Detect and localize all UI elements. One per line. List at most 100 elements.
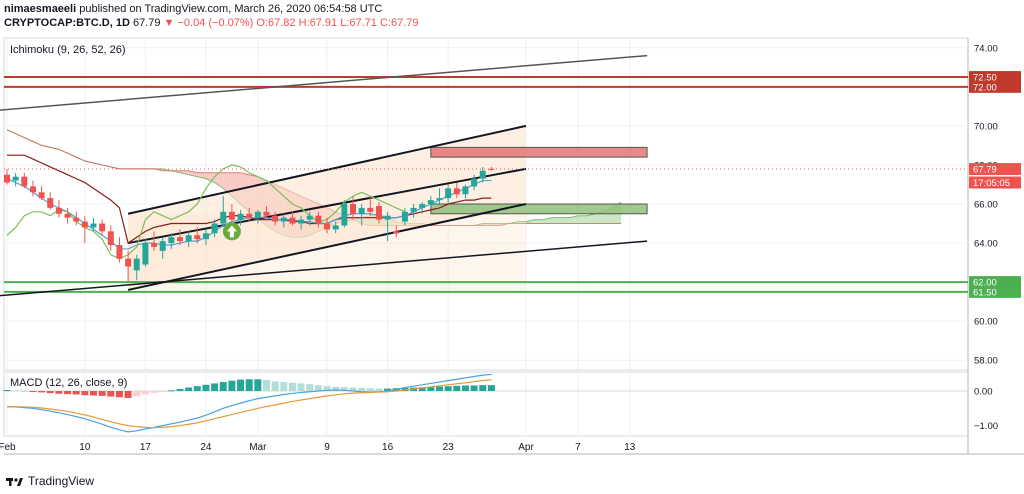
candle-body	[211, 223, 218, 234]
candle-body	[64, 213, 71, 218]
candle-body	[107, 231, 114, 246]
macd-tick-label: 0.00	[974, 387, 993, 398]
candle-body	[401, 211, 408, 222]
macd-histogram-bar	[38, 391, 46, 393]
last-price: 67.79	[132, 17, 161, 29]
symbol-label: CRYPTOCAP:BTC.D, 1D	[4, 17, 130, 29]
price-tick-label: 58.00	[974, 356, 998, 367]
macd-histogram-bar	[487, 385, 495, 392]
candle-body	[445, 188, 452, 199]
macd-histogram-bar	[29, 391, 37, 393]
macd-legend[interactable]: MACD (12, 26, close, 9)	[10, 377, 128, 389]
candle-body	[263, 211, 270, 216]
macd-histogram-bar	[245, 379, 253, 392]
candle-body	[375, 205, 382, 220]
candle-body	[384, 215, 391, 220]
macd-histogram-bar	[133, 391, 141, 397]
price-label-badge	[969, 71, 1021, 84]
macd-histogram-bar	[384, 388, 392, 392]
price-label-text: 72.50	[973, 73, 997, 84]
macd-histogram-bar	[176, 388, 184, 392]
candle-body	[202, 233, 209, 240]
time-tick-label: 7	[575, 442, 581, 453]
low-value: L:67.71	[340, 17, 377, 29]
candle-body	[47, 198, 54, 208]
candle-body	[462, 186, 469, 195]
macd-histogram-bar	[427, 386, 435, 392]
up-arrow-icon	[226, 225, 237, 238]
channel-lower-line	[127, 203, 527, 291]
macd-histogram-bar	[332, 386, 340, 392]
macd-histogram-bar	[64, 391, 72, 395]
candle-body	[488, 168, 495, 170]
time-tick-label: 9	[324, 442, 330, 453]
macd-histogram-bar	[81, 391, 89, 396]
candle-body	[151, 243, 158, 247]
candle-body	[159, 241, 166, 251]
macd-histogram-bar	[358, 387, 366, 392]
macd-histogram-bar	[90, 391, 97, 396]
macd-histogram-bar	[55, 391, 63, 394]
candle-body	[427, 200, 434, 204]
macd-histogram-bar	[159, 391, 167, 393]
trend-line	[0, 54, 648, 111]
macd-histogram-bar	[340, 387, 348, 392]
candle-body	[471, 178, 478, 187]
macd-histogram-bar	[20, 391, 28, 393]
candle-body	[332, 225, 339, 230]
macd-histogram-bar	[193, 386, 201, 392]
macd-histogram-bar	[375, 388, 383, 392]
price-label-badge	[969, 163, 1021, 176]
macd-histogram-bar	[3, 389, 11, 392]
macd-histogram-bar	[263, 379, 270, 392]
high-value: H:67.91	[298, 17, 338, 29]
price-label-text: 61.50	[973, 287, 997, 298]
candle-body	[393, 231, 400, 234]
price-tick-label: 60.00	[974, 317, 998, 328]
candle-body	[436, 198, 443, 201]
candle-body	[298, 219, 305, 224]
time-tick-label: 23	[443, 442, 455, 453]
kumo-segment	[551, 217, 561, 224]
candle-body	[21, 176, 28, 187]
candle-body	[306, 215, 313, 220]
time-tick-label: Feb	[0, 442, 16, 453]
candle-body	[410, 207, 417, 212]
candle-body	[90, 223, 97, 228]
macd-line	[6, 373, 492, 433]
publisher-name: nimaesmaeeli	[4, 3, 77, 15]
price-tick-label: 74.00	[974, 43, 998, 54]
kumo-segment	[577, 215, 587, 224]
macd-histogram-bar	[228, 380, 236, 392]
candle-body	[272, 215, 279, 222]
macd-histogram-bar	[254, 379, 262, 392]
macd-histogram-bar	[107, 391, 115, 397]
candle-body	[367, 207, 374, 212]
macd-histogram-bar	[219, 382, 227, 392]
candle-body	[324, 223, 331, 230]
symbol-line: CRYPTOCAP:BTC.D, 1D 67.79 ▼ −0.04 (−0.07…	[4, 17, 419, 29]
candle-body	[38, 192, 45, 199]
tradingview-brand[interactable]: TradingView	[6, 474, 94, 488]
macd-histogram-bar	[124, 391, 132, 398]
macd-histogram-bar	[306, 384, 314, 392]
price-label-badge	[969, 285, 1021, 298]
macd-histogram-bar	[418, 387, 426, 392]
price-label-text: 62.00	[973, 278, 997, 289]
ichimoku-legend[interactable]: Ichimoku (9, 26, 52, 26)	[10, 44, 126, 56]
candle-body	[289, 217, 296, 224]
macd-histogram-bar	[436, 386, 443, 392]
signal-line	[7, 379, 492, 429]
candle-body	[29, 186, 36, 193]
price-label-badge	[969, 276, 1021, 289]
tradingview-logo-icon	[6, 476, 24, 486]
price-label-text: 72.00	[973, 82, 997, 93]
trend-line	[0, 240, 648, 297]
candle-body	[185, 235, 192, 242]
macd-histogram-bar	[280, 382, 288, 392]
macd-histogram-bar	[72, 391, 80, 395]
macd-histogram-bar	[470, 385, 478, 392]
macd-histogram-bar	[185, 387, 193, 392]
macd-histogram-bar	[479, 385, 487, 392]
